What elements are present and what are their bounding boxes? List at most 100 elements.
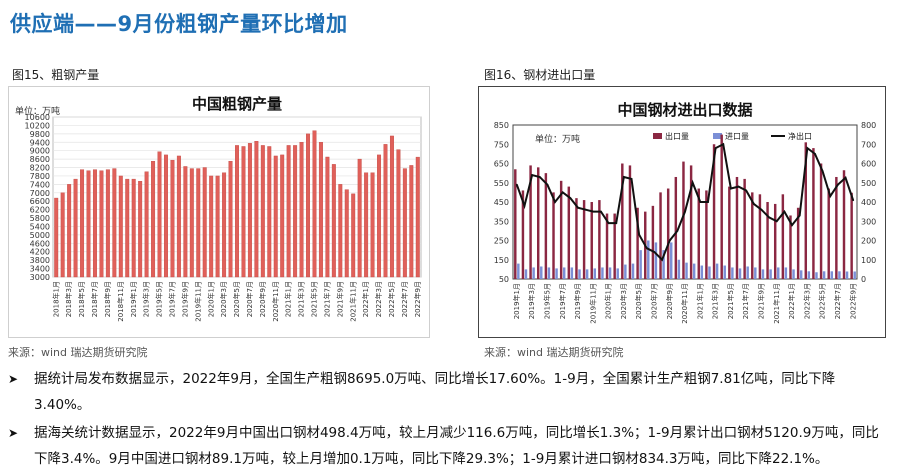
fig15-label: 图15、粗钢产量 xyxy=(12,68,100,82)
chart-title: 中国粗钢产量 xyxy=(192,95,282,113)
net-export-point-2022年8月 xyxy=(844,176,847,179)
import-bar-2020年8月 xyxy=(662,250,665,279)
x-tick-label: 2020年5月 xyxy=(232,281,241,317)
net-export-point-2019年1月 xyxy=(515,183,518,186)
x-tick-label: 2019年5月 xyxy=(543,283,552,319)
net-export-point-2019年3月 xyxy=(531,174,534,176)
x-tick-label: 2022年5月 xyxy=(387,281,396,317)
import-bar-2019年1月 xyxy=(517,263,520,279)
net-export-point-2020年9月 xyxy=(668,239,671,242)
import-bar-2021年8月 xyxy=(754,267,757,279)
left-y-tick-label: 750 xyxy=(494,140,509,149)
bar-2019年3月 xyxy=(144,171,149,278)
export-bar-2020年8月 xyxy=(659,192,662,279)
right-y-tick-label: 300 xyxy=(861,217,876,226)
bar-2018年11月 xyxy=(118,175,123,278)
net-export-point-2021年8月 xyxy=(752,203,755,205)
x-tick-label: 2022年1月 xyxy=(361,281,370,317)
import-bar-2022年6月 xyxy=(830,271,833,279)
bar-2019年9月 xyxy=(183,166,188,278)
legend-label-进口量: 进口量 xyxy=(725,132,749,141)
net-export-point-2019年11月 xyxy=(592,210,595,213)
bar-2019年12月 xyxy=(202,167,207,278)
bar-2019年5月 xyxy=(157,151,162,278)
x-tick-label: 2019年5月 xyxy=(155,281,164,317)
x-tick-label: 2020年5月 xyxy=(634,283,643,319)
export-bar-2020年9月 xyxy=(666,188,670,279)
import-bar-2020年7月 xyxy=(654,242,658,279)
bar-2021年8月 xyxy=(331,164,336,278)
import-bar-2020年2月 xyxy=(616,268,619,279)
export-bar-2019年5月 xyxy=(544,173,548,279)
export-bar-2022年9月 xyxy=(850,192,853,279)
bar-2022年9月 xyxy=(415,156,420,278)
net-export-point-2020年10月 xyxy=(676,229,679,232)
import-bar-2019年5月 xyxy=(547,267,551,279)
export-bar-2019年11月 xyxy=(590,202,593,279)
import-bar-2021年11月 xyxy=(777,267,780,279)
export-bar-2021年8月 xyxy=(751,192,754,279)
export-bar-2020年7月 xyxy=(651,205,655,279)
export-bar-2022年8月 xyxy=(842,170,846,279)
trade-chart-frame: 中国钢材进出口数据 单位：万吨 50 150 250 350 450 550 650 750 850… xyxy=(478,86,886,338)
net-export-point-2021年12月 xyxy=(783,210,786,213)
right-y-tick-label: 500 xyxy=(861,179,876,188)
bar-2020年10月 xyxy=(267,146,272,278)
y-tick-label: 4600 xyxy=(30,239,50,248)
export-bar-2022年3月 xyxy=(804,142,808,279)
net-export-point-2021年1月 xyxy=(699,201,702,203)
net-export-point-2021年11月 xyxy=(775,220,778,223)
bar-2020年2月 xyxy=(215,175,220,278)
bar-2021年5月 xyxy=(312,130,317,278)
net-export-point-2020年1月 xyxy=(607,222,610,225)
import-bar-2019年4月 xyxy=(540,266,543,279)
export-bar-2021年3月 xyxy=(712,144,716,279)
bar-2021年9月 xyxy=(338,184,343,278)
import-bar-2021年9月 xyxy=(761,269,765,279)
y-tick-label: 9000 xyxy=(30,147,50,156)
export-bar-2020年12月 xyxy=(689,165,693,279)
bar-2018年7月 xyxy=(92,169,97,278)
x-tick-label: 2022年9月 xyxy=(413,281,422,317)
bar-2019年11月 xyxy=(196,168,201,278)
y-tick-label: 9400 xyxy=(30,138,50,147)
bar-2018年12月 xyxy=(125,178,130,278)
bar-2021年2月 xyxy=(293,145,298,278)
bar-2021年12月 xyxy=(357,158,362,278)
net-export-point-2021年6月 xyxy=(737,185,740,188)
export-bar-2019年12月 xyxy=(598,200,601,279)
net-export-point-2022年5月 xyxy=(821,170,824,173)
net-export-point-2019年10月 xyxy=(584,208,587,211)
bar-2020年3月 xyxy=(222,172,227,278)
bar-2021年4月 xyxy=(306,133,310,278)
x-tick-label: 2020年11月 xyxy=(680,283,689,324)
export-bar-2022年4月 xyxy=(812,148,815,279)
export-bar-2021年5月 xyxy=(728,186,731,279)
export-bar-2021年1月 xyxy=(697,188,700,279)
import-bar-2022年1月 xyxy=(792,269,795,279)
bar-2020年11月 xyxy=(273,155,278,278)
unit-label: 单位：万吨 xyxy=(535,133,580,145)
net-export-point-2022年2月 xyxy=(798,214,801,217)
import-bar-2022年4月 xyxy=(815,272,818,279)
bar-2020年6月 xyxy=(241,146,246,278)
y-tick-label: 6600 xyxy=(30,197,50,206)
bar-2020年7月 xyxy=(247,143,252,278)
right-y-tick-label: 800 xyxy=(861,121,876,130)
left-y-tick-label: 850 xyxy=(494,121,509,130)
y-tick-label: 10600 xyxy=(25,113,50,122)
net-export-point-2019年7月 xyxy=(561,191,564,194)
import-bar-2019年7月 xyxy=(562,267,566,279)
export-bar-2022年6月 xyxy=(827,188,830,279)
x-tick-label: 2020年7月 xyxy=(650,283,659,319)
import-bar-2020年11月 xyxy=(685,262,688,279)
y-tick-label: 10200 xyxy=(25,121,50,130)
right-y-tick-label: 600 xyxy=(861,160,876,169)
x-tick-label: 2022年9月 xyxy=(848,283,857,319)
net-export-point-2019年5月 xyxy=(546,183,549,186)
import-bar-2021年2月 xyxy=(708,266,711,279)
export-bar-2021年9月 xyxy=(758,194,762,279)
bar-2020年4月 xyxy=(228,161,233,278)
x-tick-label: 2019年7月 xyxy=(558,283,567,319)
legend-swatch-进口量 xyxy=(713,133,722,139)
